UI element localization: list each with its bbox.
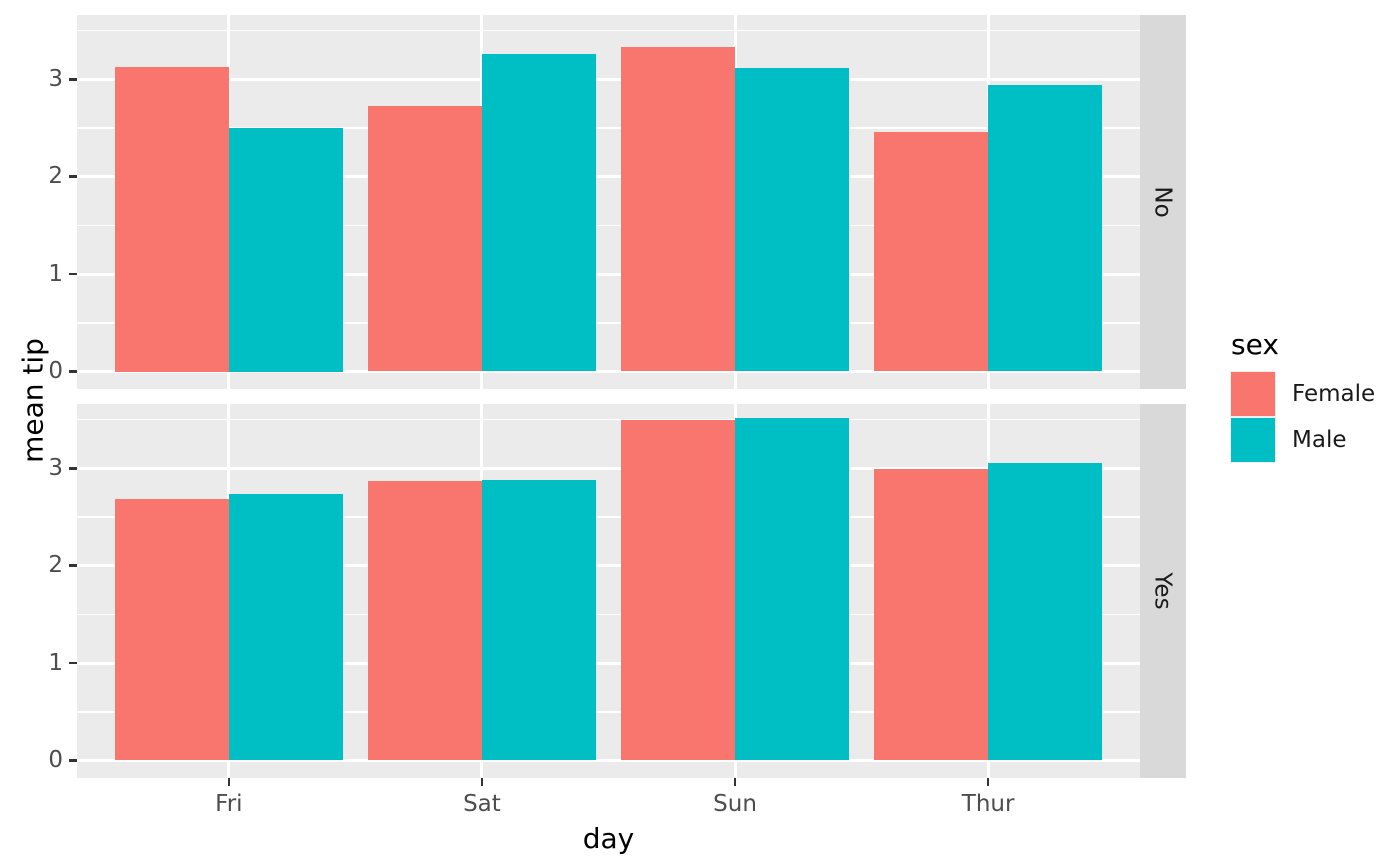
minor-gridline bbox=[77, 711, 1140, 713]
bar-male-fri-yes bbox=[228, 493, 343, 761]
major-gridline bbox=[77, 272, 1140, 276]
x-tick-label: Sun bbox=[713, 791, 757, 817]
x-tick-label: Fri bbox=[215, 791, 243, 817]
bar-female-fri-no bbox=[114, 67, 229, 372]
y-tick-label: 1 bbox=[48, 260, 63, 287]
minor-gridline bbox=[77, 516, 1140, 518]
x-axis-tick bbox=[480, 778, 484, 786]
y-axis-tick bbox=[69, 175, 77, 178]
x-tick-label: Sat bbox=[463, 791, 501, 817]
major-gridline bbox=[77, 370, 1140, 373]
y-tick-label: 0 bbox=[48, 747, 63, 773]
y-axis-tick bbox=[69, 78, 77, 81]
legend: sex Female Male bbox=[1230, 328, 1375, 463]
bar-female-sat-yes bbox=[368, 481, 482, 761]
x-tick-label: Thur bbox=[961, 791, 1015, 817]
x-axis-tick bbox=[227, 778, 231, 786]
bar-female-thur-yes bbox=[874, 469, 989, 761]
x-axis-title: day bbox=[582, 822, 635, 855]
y-tick-label: 3 bbox=[48, 65, 63, 92]
minor-gridline bbox=[77, 613, 1140, 616]
y-axis-tick bbox=[69, 661, 77, 665]
major-gridline bbox=[77, 661, 1140, 665]
y-tick-label: 2 bbox=[48, 163, 63, 190]
facet-strip-label: No bbox=[1150, 186, 1176, 218]
y-tick-label: 0 bbox=[48, 358, 63, 384]
bar-male-sun-no bbox=[735, 68, 849, 372]
legend-entry-male: Male bbox=[1230, 417, 1347, 463]
legend-swatch-male bbox=[1230, 417, 1276, 463]
facet-strip-yes: Yes bbox=[1140, 404, 1186, 778]
major-gridline bbox=[77, 77, 1140, 81]
bar-male-sat-yes bbox=[481, 480, 596, 761]
bar-male-sat-no bbox=[481, 54, 596, 372]
facet-panel-yes bbox=[77, 404, 1140, 778]
legend-swatch-female bbox=[1230, 371, 1276, 417]
bar-female-sun-yes bbox=[621, 419, 736, 761]
minor-gridline bbox=[77, 224, 1140, 227]
bar-female-fri-yes bbox=[114, 499, 229, 761]
minor-gridline bbox=[77, 322, 1140, 324]
major-gridline bbox=[77, 564, 1140, 568]
minor-gridline bbox=[77, 29, 1140, 32]
x-axis-tick bbox=[733, 778, 737, 786]
major-gridline bbox=[77, 466, 1140, 470]
legend-label: Female bbox=[1292, 381, 1376, 407]
major-gridline bbox=[77, 175, 1140, 179]
facet-strip-label: Yes bbox=[1149, 572, 1176, 610]
y-axis-tick bbox=[69, 370, 77, 373]
bar-female-sun-no bbox=[621, 47, 736, 372]
y-axis-tick bbox=[69, 759, 77, 762]
legend-title: sex bbox=[1231, 328, 1279, 361]
y-tick-label: 2 bbox=[48, 552, 63, 579]
minor-gridline bbox=[77, 418, 1140, 421]
legend-label: Male bbox=[1292, 427, 1347, 453]
y-tick-label: 3 bbox=[48, 454, 63, 481]
bar-male-thur-yes bbox=[988, 462, 1103, 761]
bar-male-thur-no bbox=[988, 84, 1103, 372]
x-axis-tick bbox=[986, 778, 990, 786]
minor-gridline bbox=[77, 127, 1140, 129]
legend-entry-female: Female bbox=[1230, 371, 1376, 417]
bar-female-sat-no bbox=[368, 106, 482, 372]
bar-male-fri-no bbox=[228, 128, 343, 372]
facet-strip-no: No bbox=[1140, 15, 1186, 389]
y-axis-tick bbox=[69, 564, 77, 567]
major-gridline bbox=[77, 759, 1140, 762]
y-axis-tick bbox=[69, 272, 77, 276]
bar-female-thur-no bbox=[874, 131, 989, 372]
y-axis-tick bbox=[69, 467, 77, 470]
facet-panel-no bbox=[77, 15, 1140, 389]
y-tick-label: 1 bbox=[48, 649, 63, 676]
bar-male-sun-yes bbox=[735, 417, 849, 761]
y-axis-title: mean tip bbox=[16, 337, 50, 463]
